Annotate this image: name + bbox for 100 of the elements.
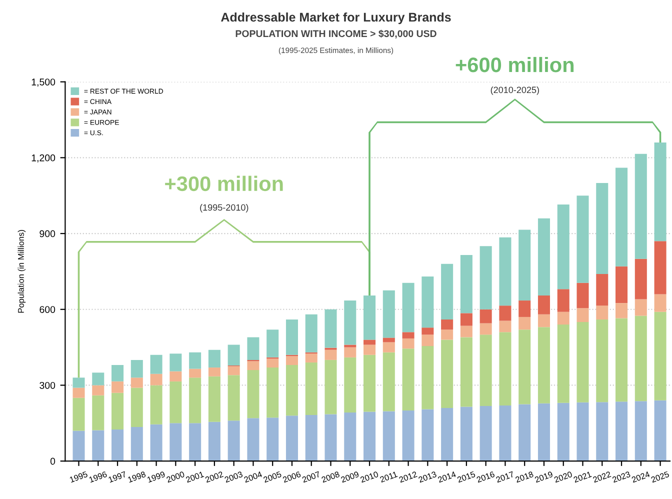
x-tick-label: 2022 xyxy=(592,471,612,483)
bar xyxy=(422,276,434,328)
bar xyxy=(266,330,279,358)
bar xyxy=(228,420,240,462)
bar xyxy=(130,426,143,462)
annotation: (2010-2025) xyxy=(490,86,539,95)
x-tick-label: 2001 xyxy=(185,471,204,483)
bar xyxy=(480,334,492,406)
x-tick-label: 1997 xyxy=(108,471,127,483)
bar xyxy=(499,306,512,321)
bar xyxy=(208,368,220,376)
bar xyxy=(518,316,531,330)
bar xyxy=(460,313,472,326)
bar xyxy=(247,337,260,360)
bar xyxy=(189,423,202,462)
bar xyxy=(538,327,550,404)
bar xyxy=(634,258,647,300)
bar xyxy=(518,300,531,317)
bar xyxy=(170,371,182,382)
bar xyxy=(112,365,124,382)
bar xyxy=(228,366,240,376)
bar xyxy=(266,368,279,418)
bar xyxy=(460,326,472,338)
bar xyxy=(150,374,162,386)
bar xyxy=(538,218,550,296)
x-tick-label: 1996 xyxy=(88,471,108,483)
x-tick-label: 2023 xyxy=(612,471,631,483)
bar xyxy=(247,370,260,418)
bar xyxy=(422,346,434,410)
x-tick-label: 2017 xyxy=(496,471,514,483)
bar xyxy=(72,398,85,431)
y-tick-label: 600 xyxy=(40,306,56,313)
bar xyxy=(596,274,608,306)
bar xyxy=(305,354,318,362)
bar xyxy=(382,338,395,342)
x-tick-label: 2010 xyxy=(360,471,379,483)
bar xyxy=(112,392,124,430)
bar xyxy=(460,337,472,407)
x-tick-label: 2004 xyxy=(244,471,262,483)
bar xyxy=(402,282,414,332)
bar xyxy=(596,182,608,274)
bar xyxy=(382,290,395,338)
x-tick-label: 1995 xyxy=(69,471,88,483)
bar xyxy=(499,237,512,306)
bar xyxy=(92,385,104,396)
x-tick-label: 2012 xyxy=(398,471,418,483)
bar xyxy=(344,412,356,462)
bar xyxy=(422,409,434,462)
x-tick-label: 2003 xyxy=(224,471,243,483)
bar xyxy=(112,381,124,393)
annotation: (1995-2010) xyxy=(200,204,248,212)
bar xyxy=(576,282,589,308)
bar xyxy=(402,410,414,462)
x-tick-label: 2024 xyxy=(631,471,650,483)
x-tick-label: 2007 xyxy=(302,471,320,483)
x-tick-label: 2008 xyxy=(321,471,340,483)
bar xyxy=(130,360,143,378)
bar xyxy=(72,430,85,462)
bar xyxy=(402,332,414,338)
bar xyxy=(72,378,85,388)
bar xyxy=(344,300,356,345)
bar xyxy=(324,414,337,462)
bar xyxy=(557,289,570,312)
bar xyxy=(616,266,628,304)
x-tick-label: 2000 xyxy=(166,471,185,483)
bar xyxy=(538,403,550,462)
bar xyxy=(189,378,202,424)
bar xyxy=(382,342,395,352)
bar xyxy=(189,368,202,378)
bar xyxy=(441,408,454,462)
bar xyxy=(538,295,550,314)
bar xyxy=(150,385,162,424)
bar xyxy=(92,430,104,462)
bar xyxy=(654,241,666,294)
x-tick-label: 2002 xyxy=(204,471,224,483)
x-tick-label: 2018 xyxy=(515,471,534,483)
bar xyxy=(266,358,279,368)
text: +600 million xyxy=(456,56,574,72)
bar xyxy=(344,344,356,348)
bar xyxy=(170,381,182,424)
bar xyxy=(576,322,589,402)
y-tick-label: 1,500 xyxy=(32,78,56,87)
y-axis-title: Population (in Millions) xyxy=(18,230,26,313)
bar xyxy=(364,354,376,412)
bar xyxy=(130,388,143,427)
chart-title: Addressable Market for Luxury Brands xyxy=(221,12,451,24)
bar xyxy=(557,204,570,290)
bar xyxy=(538,314,550,328)
bar xyxy=(305,314,318,352)
bar xyxy=(518,230,531,301)
bar xyxy=(654,312,666,400)
x-tick-label: 1998 xyxy=(128,471,146,483)
y-tick-label: 1,200 xyxy=(32,154,56,162)
bar xyxy=(364,412,376,462)
y-tick-label: 900 xyxy=(40,230,56,238)
bar xyxy=(130,378,143,388)
x-tick-label: 2013 xyxy=(418,471,437,483)
bar xyxy=(112,429,124,462)
bar xyxy=(480,309,492,324)
bar xyxy=(305,415,318,462)
